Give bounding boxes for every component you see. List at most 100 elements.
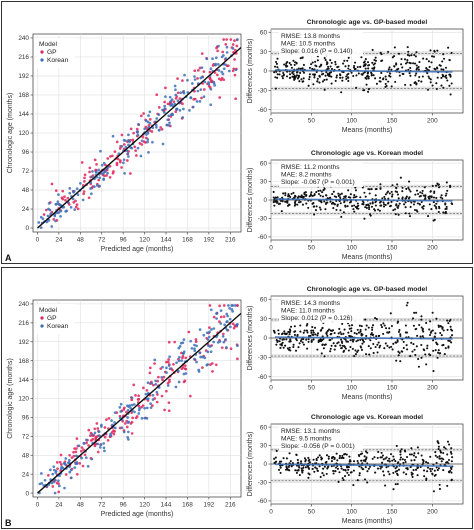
- difference-point: [292, 59, 295, 62]
- difference-point: [445, 192, 448, 195]
- y-tick-label: 30: [260, 316, 268, 323]
- difference-point: [435, 196, 438, 199]
- difference-point: [390, 190, 393, 193]
- difference-point: [353, 331, 356, 335]
- difference-point: [313, 76, 316, 79]
- data-point-korean: [203, 80, 207, 84]
- difference-point: [280, 333, 284, 336]
- difference-point: [404, 450, 407, 453]
- difference-point: [381, 461, 384, 464]
- difference-point: [412, 203, 416, 206]
- data-point-korean: [58, 203, 62, 207]
- difference-point: [448, 73, 451, 76]
- difference-point: [325, 333, 328, 336]
- data-point-korean: [39, 226, 43, 230]
- data-point-korean: [196, 89, 200, 93]
- difference-point: [428, 197, 431, 200]
- difference-point: [340, 192, 343, 195]
- data-point-korean: [199, 88, 203, 91]
- data-point-gp: [136, 398, 140, 401]
- difference-point: [313, 326, 317, 329]
- data-point-korean: [217, 44, 220, 48]
- difference-point: [302, 196, 305, 199]
- data-point-korean: [144, 392, 148, 396]
- difference-point: [297, 346, 300, 349]
- difference-point: [433, 50, 436, 53]
- difference-point: [317, 189, 320, 192]
- difference-point: [397, 354, 400, 357]
- data-point-gp: [42, 213, 46, 216]
- difference-point: [301, 56, 304, 59]
- data-point-korean: [220, 70, 224, 74]
- difference-point: [433, 191, 436, 194]
- difference-point: [324, 343, 327, 346]
- data-point-korean: [212, 80, 216, 84]
- difference-point: [410, 201, 413, 204]
- difference-point: [396, 320, 400, 323]
- data-point-korean: [151, 140, 154, 144]
- difference-point: [364, 328, 367, 331]
- data-point-gp: [164, 86, 167, 90]
- difference-point: [401, 186, 404, 189]
- x-tick-label: 150: [387, 509, 398, 516]
- difference-point: [360, 466, 363, 469]
- data-point-korean: [198, 351, 202, 355]
- data-point-korean: [94, 170, 98, 174]
- difference-point: [371, 48, 374, 51]
- data-point-gp: [231, 69, 235, 73]
- difference-point: [422, 194, 425, 197]
- data-point-gp: [172, 363, 175, 366]
- y-tick-label: 96: [22, 415, 30, 422]
- difference-point: [408, 215, 412, 218]
- difference-point: [390, 68, 393, 71]
- difference-point: [431, 311, 434, 314]
- data-point-gp: [74, 450, 78, 454]
- y-tick-label: -30: [258, 355, 268, 362]
- difference-point: [397, 330, 401, 333]
- difference-point: [409, 66, 412, 70]
- difference-point: [336, 459, 339, 462]
- data-point-korean: [67, 461, 70, 465]
- data-point-gp: [187, 330, 191, 334]
- data-point-korean: [161, 108, 164, 112]
- difference-point: [332, 469, 335, 472]
- difference-point: [300, 460, 303, 463]
- difference-point: [451, 456, 454, 459]
- difference-point: [374, 317, 377, 320]
- data-point-gp: [182, 380, 186, 384]
- difference-point: [272, 329, 275, 332]
- data-point-gp: [57, 490, 61, 494]
- difference-point: [347, 79, 350, 83]
- difference-point: [405, 455, 409, 459]
- data-point-gp: [135, 127, 139, 131]
- data-point-korean: [103, 449, 106, 453]
- difference-point: [334, 345, 337, 348]
- data-point-korean: [168, 121, 171, 125]
- difference-point: [292, 73, 295, 76]
- difference-point: [294, 349, 298, 352]
- difference-point: [384, 193, 387, 196]
- difference-point: [439, 64, 442, 67]
- difference-point: [402, 461, 405, 464]
- data-point-gp: [212, 315, 216, 319]
- data-point-gp: [75, 472, 79, 476]
- difference-point: [356, 339, 360, 342]
- data-point-korean: [170, 103, 174, 106]
- data-point-korean: [99, 149, 102, 153]
- x-tick-label: 216: [225, 237, 236, 244]
- difference-point: [446, 484, 449, 487]
- difference-point: [450, 471, 453, 474]
- stats-line: RMSE: 13.8 months: [281, 33, 341, 40]
- difference-point: [406, 301, 409, 304]
- difference-point: [388, 460, 391, 463]
- difference-point: [395, 187, 398, 190]
- difference-point: [421, 458, 424, 461]
- difference-point: [318, 65, 321, 68]
- difference-point: [362, 72, 365, 75]
- difference-point: [409, 74, 412, 77]
- data-point-gp: [233, 58, 236, 61]
- stats-line: RMSE: 14.3 months: [281, 300, 341, 307]
- difference-point: [447, 339, 450, 342]
- difference-point: [316, 469, 319, 473]
